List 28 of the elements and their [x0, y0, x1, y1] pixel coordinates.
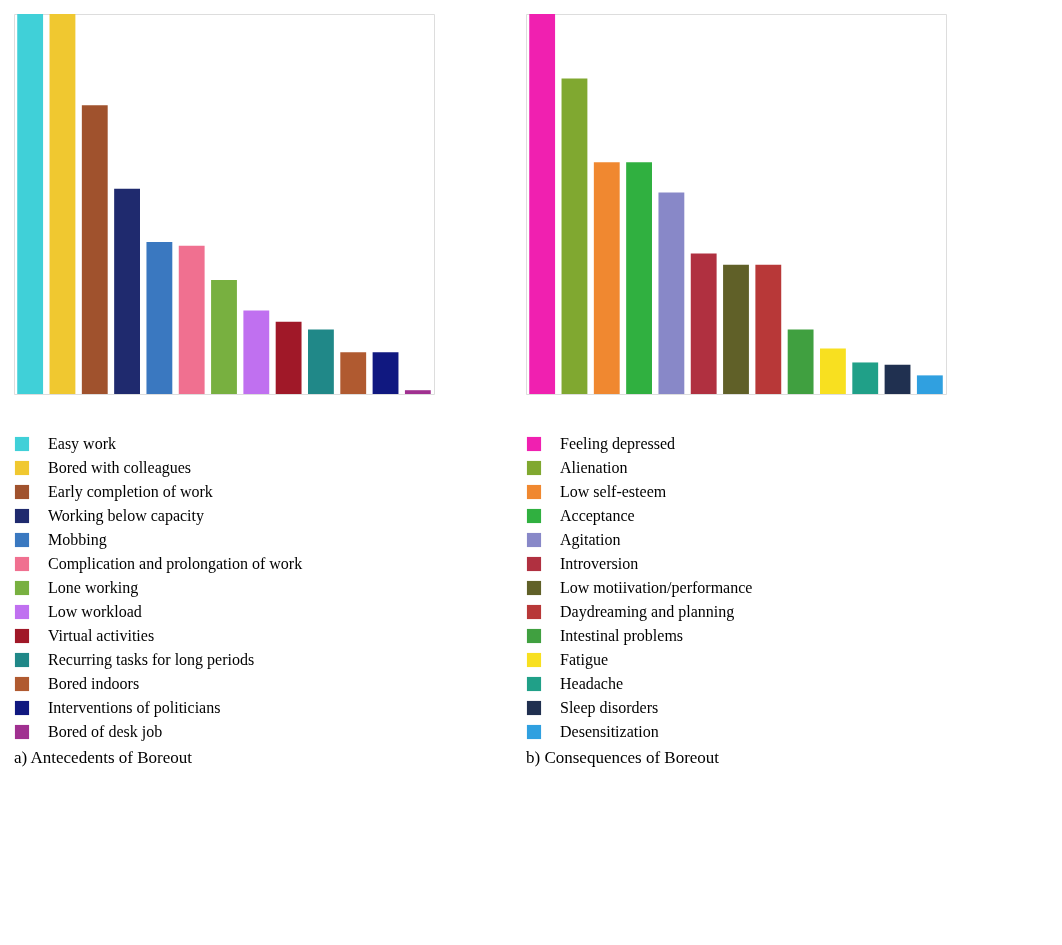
- legend-label: Intestinal problems: [560, 627, 684, 645]
- legend-label: Interventions of politicians: [48, 699, 221, 717]
- legend-label: Bored indoors: [48, 675, 140, 692]
- text: b) Consequences of Boreout: [526, 748, 720, 767]
- legend-label: Headache: [560, 675, 624, 692]
- legend-label: Desensitization: [560, 723, 659, 740]
- legend-label: Bored of desk job: [48, 723, 163, 741]
- legend-label: Daydreaming and planning: [560, 603, 735, 621]
- legend-label: Low motiivation/performance: [560, 579, 753, 597]
- legend-label: Feeling depressed: [560, 435, 676, 453]
- legend-label: Working below capacity: [48, 507, 204, 525]
- legend-label: Low self-esteem: [560, 483, 667, 500]
- legend-label: Fatigue: [560, 651, 608, 669]
- legend-label: Sleep disorders: [560, 699, 659, 717]
- legend-label: Virtual activities: [48, 627, 155, 644]
- legend-label: Low workload: [48, 603, 142, 620]
- legend-label: Introversion: [560, 555, 639, 572]
- legend-label: Easy work: [48, 435, 116, 453]
- legend-label: Mobbing: [48, 531, 107, 549]
- legend-label: Recurring tasks for long periods: [48, 651, 255, 669]
- legend-label: Alienation: [560, 459, 628, 476]
- legend-label: Acceptance: [560, 507, 635, 525]
- legend-label: Bored with colleagues: [48, 459, 192, 477]
- legend-label: Lone working: [48, 579, 139, 597]
- legend-label: Complication and prolongation of work: [48, 555, 303, 573]
- legend-label: Early completion of work: [48, 483, 213, 501]
- legend-label: Agitation: [560, 531, 621, 549]
- text: a) Antecedents of Boreout: [14, 748, 193, 767]
